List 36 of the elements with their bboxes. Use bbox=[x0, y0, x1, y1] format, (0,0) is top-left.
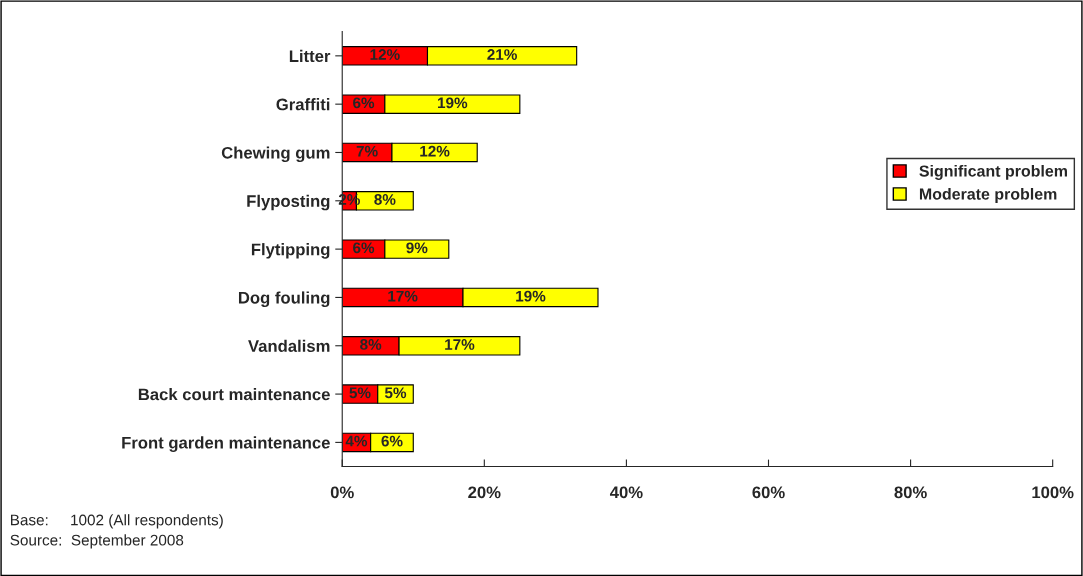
legend-label: Moderate problem bbox=[919, 188, 1057, 203]
data-label: 4% bbox=[345, 435, 368, 447]
source-note: Source: September 2008 bbox=[10, 534, 184, 549]
y-tick-label: Graffiti bbox=[276, 98, 330, 111]
y-tick-label: Chewing gum bbox=[221, 146, 330, 163]
text: Base: 1002 (All respondents) bbox=[11, 514, 223, 529]
y-tick-label: Flytipping bbox=[251, 243, 330, 259]
x-tick-label: 40% bbox=[609, 486, 643, 499]
data-label: 17% bbox=[388, 290, 418, 302]
x-tick-label: 60% bbox=[752, 486, 785, 499]
x-tick-label: 100% bbox=[1032, 486, 1074, 499]
data-label: 7% bbox=[356, 145, 378, 157]
y-tick-label: Back court maintenance bbox=[138, 388, 330, 401]
y-tick-label: Vandalism bbox=[248, 339, 330, 352]
data-label: 9% bbox=[406, 242, 428, 254]
data-label: 5% bbox=[349, 387, 371, 399]
y-tick-label: Flyposting bbox=[247, 194, 330, 211]
x-tick-label: 80% bbox=[894, 486, 927, 499]
y-tick-label: Front garden maintenance bbox=[122, 436, 330, 452]
data-label: 6% bbox=[381, 435, 403, 447]
data-label: 8% bbox=[360, 339, 382, 350]
data-label: 6% bbox=[353, 242, 375, 254]
legend-label: Significant problem bbox=[919, 164, 1067, 180]
data-label: 21% bbox=[487, 49, 517, 60]
data-label: 12% bbox=[370, 49, 400, 60]
x-tick-label: 20% bbox=[468, 486, 501, 499]
data-label: 5% bbox=[384, 387, 407, 399]
data-label: 8% bbox=[374, 194, 396, 205]
data-label: 19% bbox=[516, 290, 546, 302]
data-label: 17% bbox=[445, 339, 475, 350]
x-tick-label: 0% bbox=[330, 486, 354, 499]
data-label: 19% bbox=[438, 97, 468, 109]
y-tick-label: Litter bbox=[289, 49, 331, 63]
y-tick-label: Dog fouling bbox=[238, 291, 330, 308]
data-label: 6% bbox=[353, 97, 375, 109]
data-label: 12% bbox=[420, 145, 450, 157]
